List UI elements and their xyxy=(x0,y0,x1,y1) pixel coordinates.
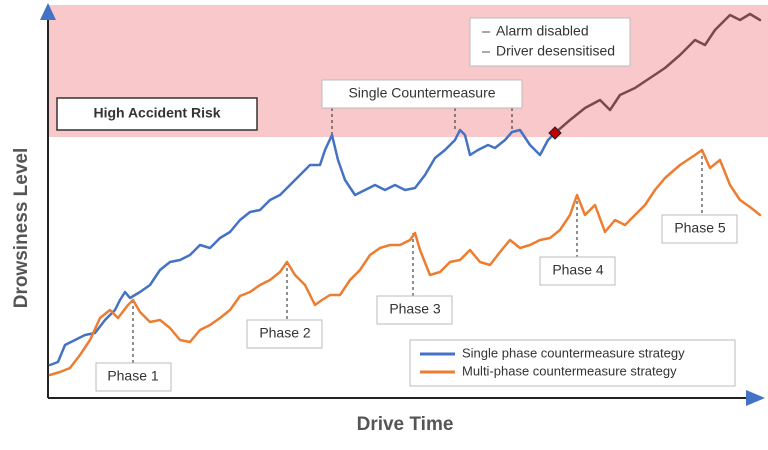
callout: Single Countermeasure xyxy=(348,85,495,101)
legend-box xyxy=(409,339,736,387)
phase-box xyxy=(539,256,616,286)
risk-label: High Accident Risk xyxy=(93,105,220,121)
callout-box xyxy=(321,79,523,109)
phase-label: Phase 3 xyxy=(389,301,441,317)
y-axis-label: Drowsiness Level xyxy=(11,148,32,309)
x-axis-label: Drive Time xyxy=(357,414,454,435)
risk-label-box xyxy=(56,97,258,131)
event-marker xyxy=(548,126,562,140)
legend-label: Multi-phase countermeasure strategy xyxy=(462,363,677,378)
event: Driver desensitised xyxy=(496,43,615,59)
phase-box xyxy=(246,319,323,349)
phase-label: Phase 2 xyxy=(259,325,311,341)
phase-box xyxy=(376,295,453,325)
event-box xyxy=(469,17,631,67)
phase-box xyxy=(661,214,738,244)
phase-label: Phase 4 xyxy=(552,262,604,278)
y-arrow xyxy=(40,3,56,20)
phase-label: Phase 1 xyxy=(107,368,159,384)
multi-curve xyxy=(48,148,762,377)
phase-box xyxy=(95,362,172,392)
single-curve xyxy=(48,128,557,367)
event: Alarm disabled xyxy=(496,23,589,39)
phase-label: Phase 5 xyxy=(674,220,726,236)
legend-label: Single phase countermeasure strategy xyxy=(462,345,685,360)
desensitised-curve xyxy=(553,12,762,135)
x-arrow xyxy=(746,390,765,406)
